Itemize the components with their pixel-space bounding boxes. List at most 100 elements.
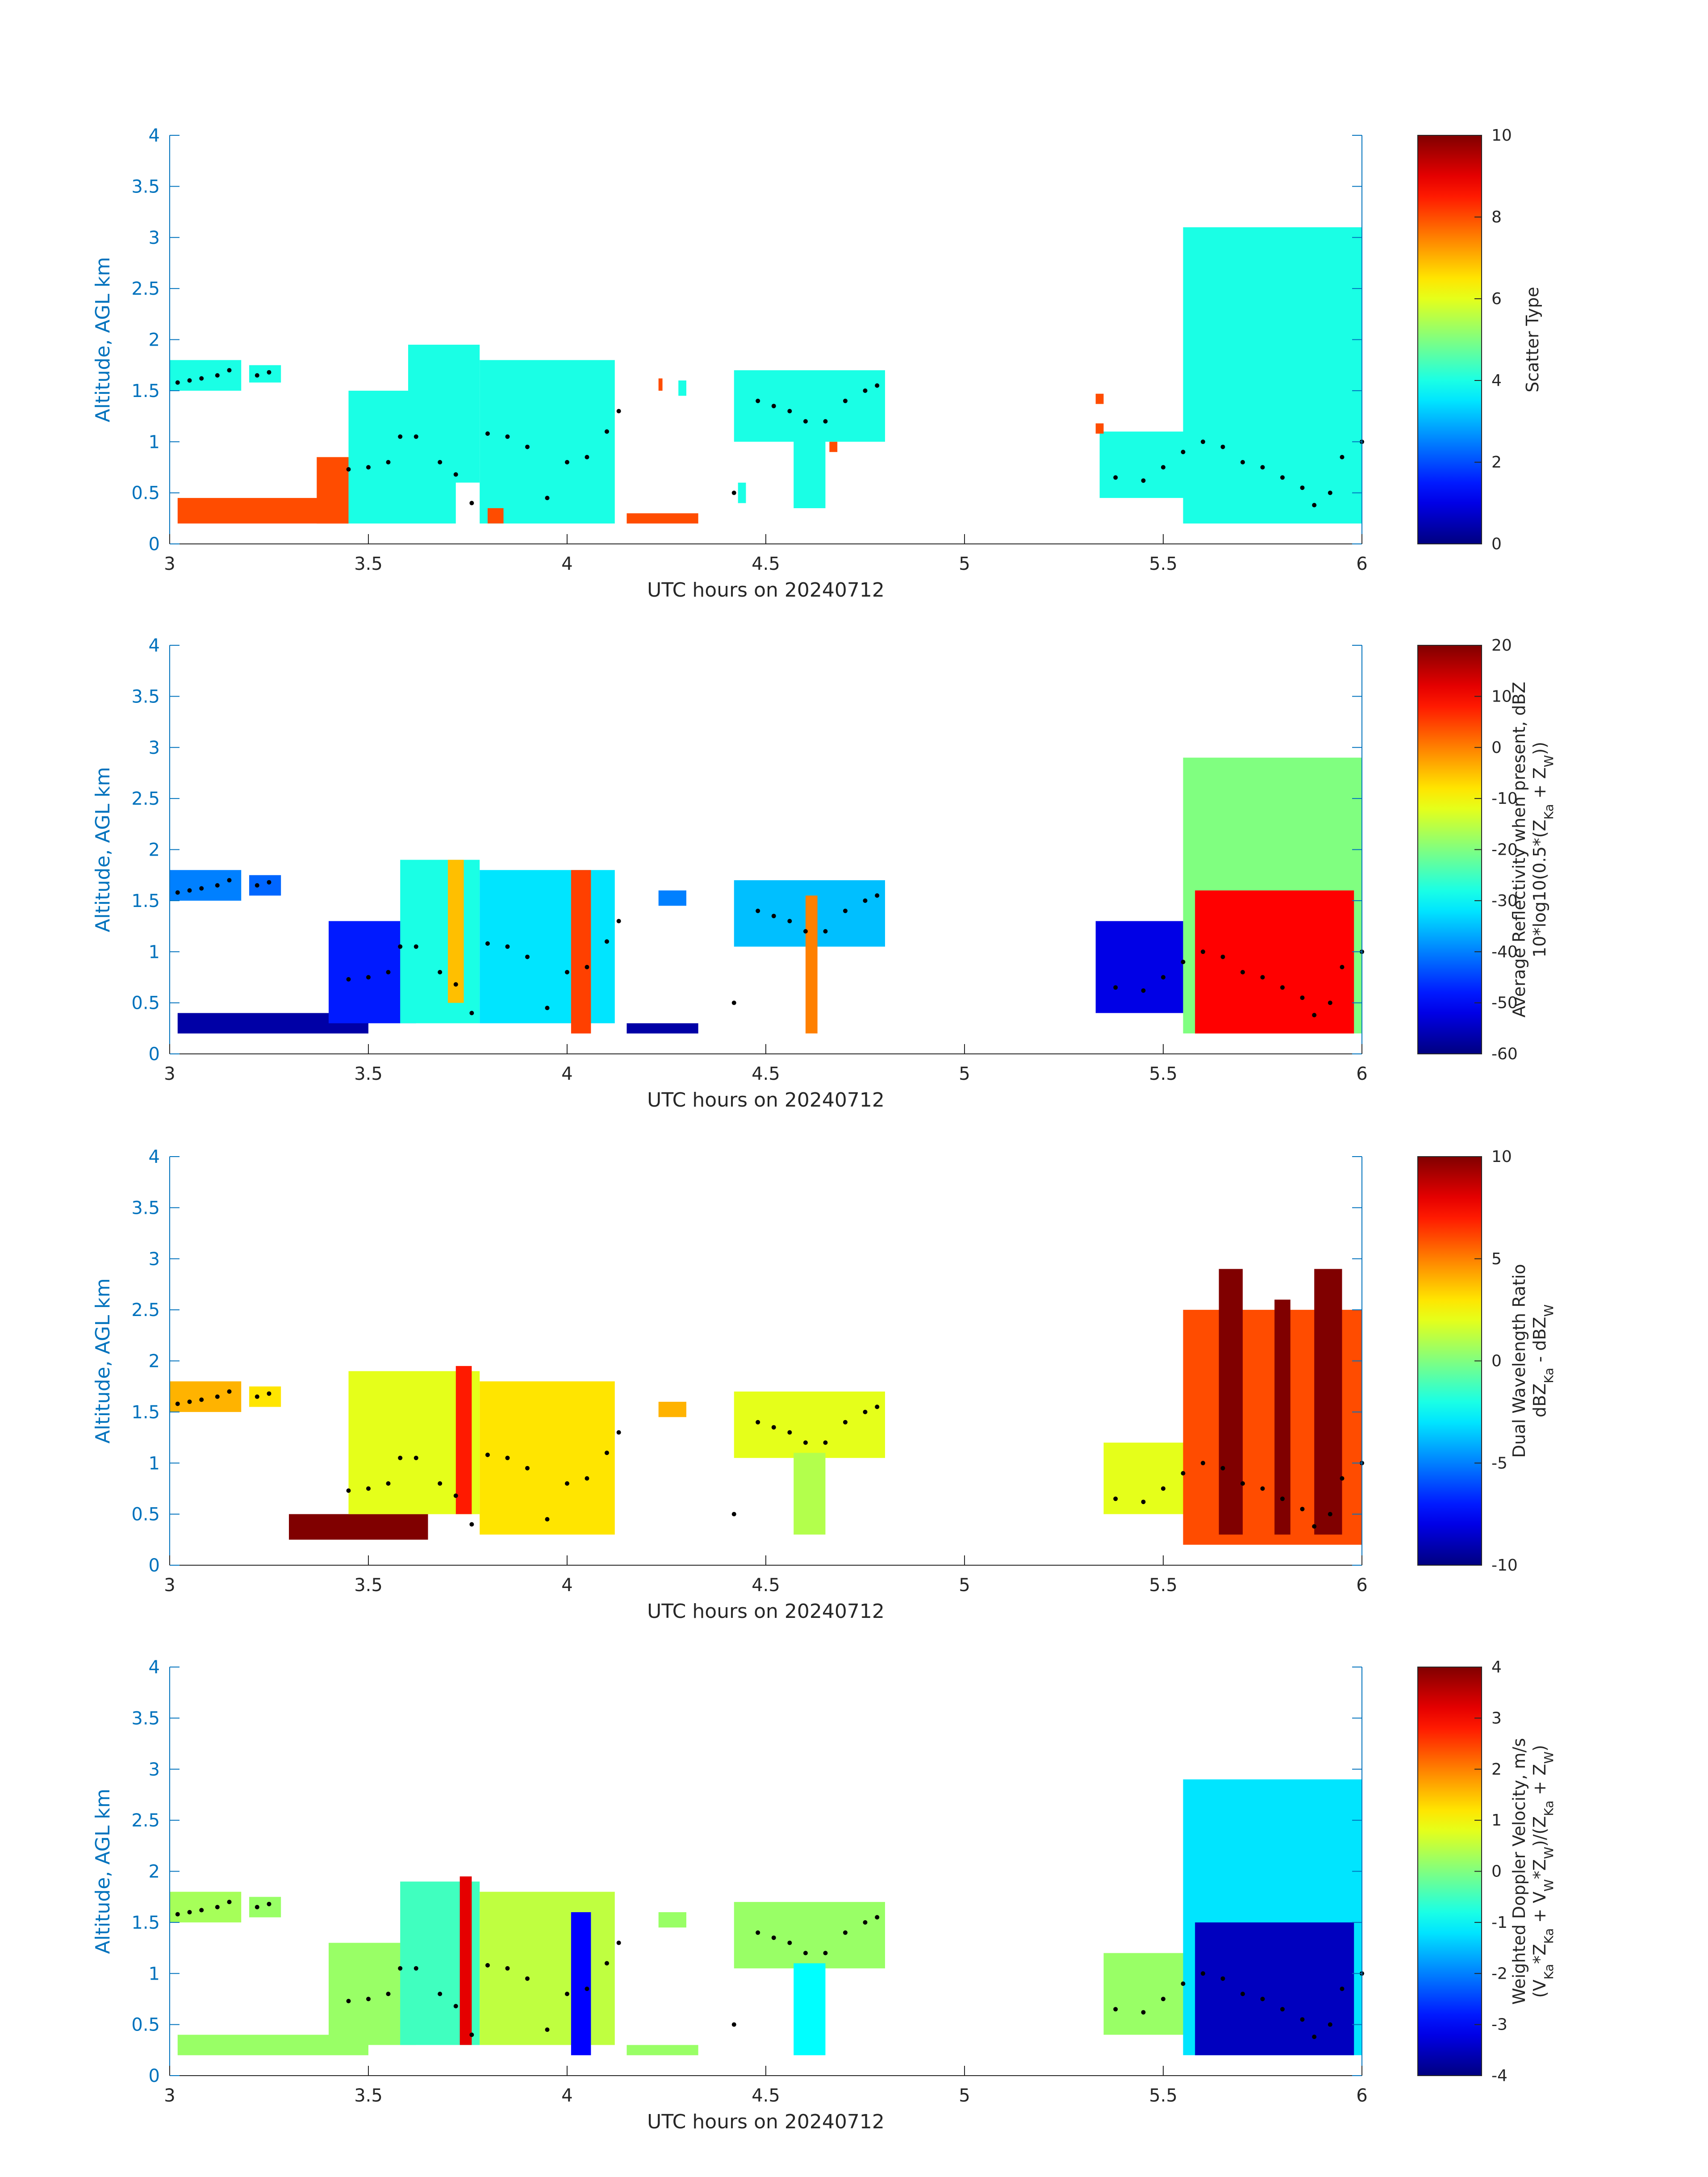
trace-dot	[875, 1404, 880, 1409]
colorbar-tick-label: -10	[1491, 1556, 1518, 1575]
colorbar-tick-label: 4	[1491, 1658, 1502, 1676]
trace-dot	[565, 970, 569, 974]
data-region	[448, 860, 464, 1003]
colorbar-tick-label: 0	[1491, 1863, 1502, 1881]
trace-dot	[1161, 1997, 1165, 2002]
trace-dot	[1113, 2007, 1118, 2012]
trace-dot	[863, 898, 868, 903]
x-tick-label: 3.5	[354, 1575, 383, 1596]
trace-dot	[215, 883, 220, 888]
y-tick-label: 3.5	[131, 176, 160, 197]
trace-dot	[605, 1450, 609, 1455]
trace-dot	[453, 1493, 458, 1498]
data-region	[1183, 227, 1362, 524]
trace-dot	[585, 965, 589, 969]
data-region	[459, 1876, 472, 2045]
y-axis-label: Altitude, AGL km	[92, 1278, 114, 1443]
data-region	[249, 1897, 281, 1918]
trace-dot	[346, 1488, 351, 1493]
trace-dot	[505, 944, 510, 949]
trace-dot	[1141, 988, 1146, 993]
trace-dot	[1340, 455, 1345, 460]
data-region	[170, 1381, 242, 1412]
y-axis-label: Altitude, AGL km	[92, 1788, 114, 1954]
data-region	[626, 513, 698, 524]
data-region	[793, 1963, 826, 2056]
colorbar-label: (VKa*ZKa + VW*ZW)/(ZKa + ZW)	[1530, 1745, 1556, 1997]
y-tick-label: 1.5	[131, 1402, 160, 1423]
trace-dot	[175, 890, 180, 895]
colorbar-tick-label: 6	[1491, 290, 1502, 308]
trace-dot	[1181, 1981, 1186, 1986]
trace-dot	[1340, 1986, 1345, 1991]
trace-dot	[803, 1440, 808, 1445]
data-region	[480, 1381, 615, 1535]
x-tick-label: 5.5	[1149, 2085, 1178, 2106]
y-tick-label: 2	[149, 840, 160, 861]
trace-dot	[1141, 478, 1146, 483]
trace-dot	[1280, 1496, 1285, 1501]
trace-dot	[187, 1400, 192, 1404]
trace-dot	[175, 1401, 180, 1406]
data-region	[1195, 890, 1354, 1034]
trace-dot	[386, 970, 391, 974]
trace-dot	[803, 1951, 808, 1956]
x-tick-label: 4.5	[752, 554, 780, 574]
data-region	[734, 1902, 885, 1968]
colorbar-tick-label: 10	[1491, 687, 1512, 706]
trace-dot	[731, 490, 736, 495]
colorbar-tick-label: -60	[1491, 1045, 1518, 1063]
data-region	[793, 1453, 826, 1535]
trace-dot	[731, 1000, 736, 1005]
colorbar	[1417, 645, 1482, 1054]
trace-dot	[863, 388, 868, 393]
trace-dot	[1312, 2035, 1317, 2039]
trace-dot	[1220, 954, 1225, 959]
trace-dot	[1280, 2007, 1285, 2012]
data-region	[658, 890, 686, 906]
data-region	[249, 875, 281, 896]
trace-dot	[545, 496, 550, 501]
trace-dot	[787, 919, 792, 923]
data-region	[1103, 1953, 1187, 2035]
trace-dot	[585, 1476, 589, 1481]
colorbar	[1417, 1667, 1482, 2076]
x-tick-label: 3.5	[354, 1064, 383, 1084]
colorbar-tick-label: -1	[1491, 1914, 1508, 1932]
colorbar-tick-label: 2	[1491, 1760, 1502, 1779]
x-tick-label: 3	[164, 2085, 175, 2106]
panel-2: 0 0.5 1 1.5 2 2.5 3 3.5 4 3 3.5 4 4.5 5 5.5 6 UTC hours …	[92, 635, 1556, 1111]
data-region	[170, 1892, 242, 1922]
trace-dot	[756, 1420, 760, 1425]
data-region	[1095, 393, 1104, 404]
y-tick-label: 1.5	[131, 381, 160, 401]
trace-dot	[469, 1011, 474, 1015]
y-tick-label: 4	[149, 125, 160, 146]
x-tick-label: 4.5	[752, 2085, 780, 2106]
data-region	[400, 860, 480, 1024]
trace-dot	[346, 977, 351, 982]
trace-dot	[525, 954, 530, 959]
trace-dot	[485, 1963, 490, 1968]
trace-dot	[823, 929, 828, 934]
colorbar	[1417, 135, 1482, 544]
trace-dot	[771, 404, 776, 409]
trace-dot	[1280, 985, 1285, 990]
y-tick-label: 1	[149, 1453, 160, 1474]
y-tick-label: 0	[149, 1555, 160, 1576]
x-tick-label: 4.5	[752, 1064, 780, 1084]
y-tick-label: 2.5	[131, 1810, 160, 1831]
trace-dot	[199, 886, 204, 891]
colorbar-tick-label: 1	[1491, 1811, 1502, 1830]
trace-dot	[199, 1397, 204, 1402]
data-region	[1314, 1269, 1342, 1535]
trace-dot	[1312, 1013, 1317, 1018]
trace-dot	[756, 1930, 760, 1935]
trace-dot	[843, 1930, 848, 1935]
trace-dot	[227, 1389, 232, 1394]
x-tick-label: 4	[561, 1575, 572, 1596]
trace-dot	[823, 1440, 828, 1445]
trace-dot	[505, 1455, 510, 1460]
trace-dot	[545, 1006, 550, 1011]
x-tick-label: 5	[959, 554, 970, 574]
